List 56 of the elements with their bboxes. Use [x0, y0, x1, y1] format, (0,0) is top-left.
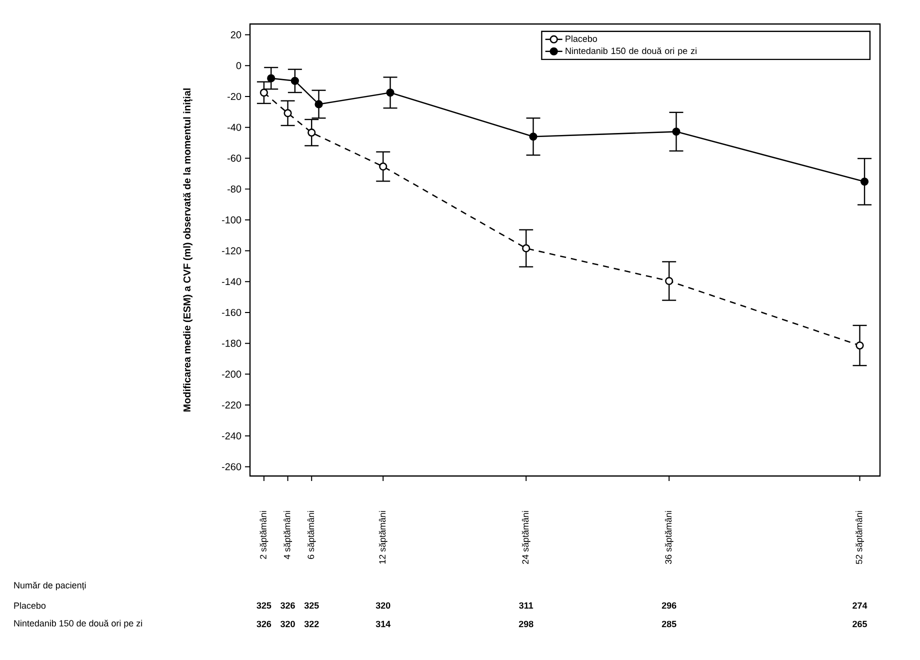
y-tick-label: -40	[228, 124, 242, 131]
point	[314, 100, 323, 108]
text: 274	[852, 602, 868, 609]
point	[665, 276, 674, 286]
text: 322	[304, 620, 319, 628]
x-tick-label: 52 săptămâni	[856, 511, 864, 564]
y-tick-label: 0	[236, 62, 242, 70]
text: Nintedanib 150 de două ori pe zi	[14, 620, 142, 628]
text: 320	[376, 602, 390, 609]
x-tick-label: 4 săptămâni	[284, 511, 292, 560]
x-tick-label: 6 săptămâni	[307, 511, 316, 559]
x-tick-label: 36 săptămâni	[664, 511, 674, 564]
point	[856, 341, 864, 350]
point	[522, 244, 530, 252]
y-axis-title: Modificarea medie (ESM) a CVF (ml) observată de la momentul inițial	[183, 88, 193, 412]
text: 325	[304, 602, 319, 609]
legend-label: Nintedanib 150 de două ori pe zi	[566, 47, 696, 56]
y-tick-label: -180	[222, 340, 242, 347]
text: 320	[280, 620, 295, 628]
point	[529, 132, 538, 141]
point	[386, 88, 394, 97]
y-tick-label: -140	[222, 278, 242, 286]
y-tick-label: 20	[230, 31, 242, 38]
text: 298	[518, 620, 534, 628]
text: 296	[662, 602, 676, 609]
point	[284, 109, 292, 118]
text: 314	[376, 620, 391, 628]
text: 326	[280, 602, 295, 609]
y-tick-label: -60	[228, 154, 242, 162]
text: 311	[519, 602, 534, 609]
x-tick-label: 2 săptămâni	[260, 511, 268, 559]
x-tick-label: 24 săptămâni	[522, 511, 530, 564]
y-tick-label: -260	[222, 463, 242, 470]
text: 325	[256, 602, 272, 609]
y-tick-label: -220	[222, 402, 242, 409]
point	[860, 178, 869, 186]
text: Placebo	[14, 602, 46, 609]
point	[290, 76, 299, 85]
text: 265	[852, 620, 867, 628]
y-tick-label: -160	[222, 308, 242, 316]
point	[379, 162, 388, 171]
y-tick-label: -120	[222, 247, 242, 254]
point	[308, 128, 316, 137]
x-tick-label: 12 săptămâni	[378, 511, 388, 564]
legend-label: Placebo	[566, 35, 597, 42]
point	[267, 74, 276, 82]
y-tick-label: -200	[222, 370, 242, 378]
y-tick-label: -20	[228, 92, 242, 100]
y-tick-label: -80	[228, 186, 242, 193]
point	[260, 88, 268, 97]
y-tick-label: -100	[222, 216, 242, 224]
y-tick-label: -240	[222, 432, 242, 440]
text: Număr de pacienți	[14, 582, 86, 590]
point	[672, 128, 680, 136]
text: 285	[662, 620, 676, 628]
text: 326	[256, 620, 272, 628]
